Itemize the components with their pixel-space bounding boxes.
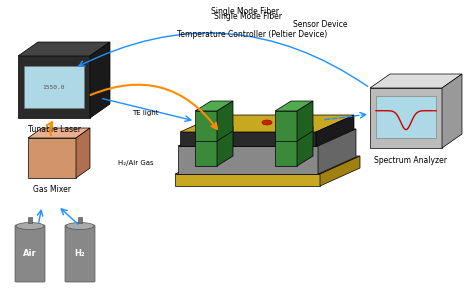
Polygon shape [275, 136, 297, 166]
Polygon shape [28, 216, 32, 223]
Polygon shape [370, 88, 442, 148]
FancyBboxPatch shape [65, 225, 95, 282]
Text: Gas Mixer: Gas Mixer [33, 185, 71, 194]
Text: Single Mode Fiber: Single Mode Fiber [211, 7, 279, 15]
Polygon shape [217, 126, 233, 166]
Text: Tunable Laser: Tunable Laser [27, 125, 81, 134]
Text: Air: Air [23, 249, 37, 258]
Text: H₂: H₂ [75, 249, 85, 258]
Polygon shape [28, 138, 76, 178]
Polygon shape [195, 101, 233, 111]
Polygon shape [180, 132, 316, 146]
Ellipse shape [66, 223, 94, 229]
Polygon shape [275, 126, 313, 136]
Polygon shape [275, 101, 313, 111]
Polygon shape [28, 128, 90, 138]
Text: Temperature Controller (Peltier Device): Temperature Controller (Peltier Device) [177, 30, 327, 38]
FancyBboxPatch shape [15, 225, 45, 282]
Polygon shape [376, 96, 436, 138]
Polygon shape [320, 156, 360, 186]
Text: H₂/Air Gas: H₂/Air Gas [118, 160, 154, 166]
Text: Single Mode Fiber: Single Mode Fiber [214, 12, 282, 20]
Polygon shape [180, 115, 354, 132]
Polygon shape [18, 42, 110, 56]
Ellipse shape [16, 223, 44, 229]
Polygon shape [217, 101, 233, 141]
Text: 1550.0: 1550.0 [43, 84, 65, 89]
Polygon shape [90, 42, 110, 118]
Ellipse shape [262, 120, 272, 125]
Polygon shape [78, 216, 82, 223]
Polygon shape [275, 111, 297, 141]
Polygon shape [195, 111, 217, 141]
Polygon shape [76, 128, 90, 178]
Polygon shape [316, 115, 354, 146]
Polygon shape [370, 74, 462, 88]
Text: Spectrum Analyzer: Spectrum Analyzer [374, 156, 447, 165]
Polygon shape [18, 56, 90, 118]
Polygon shape [297, 126, 313, 166]
Polygon shape [195, 136, 217, 166]
Text: TE light: TE light [132, 110, 158, 116]
Polygon shape [175, 174, 320, 186]
Polygon shape [318, 129, 356, 174]
Polygon shape [297, 101, 313, 141]
Polygon shape [178, 129, 356, 146]
Polygon shape [175, 156, 360, 174]
Polygon shape [24, 66, 84, 108]
Polygon shape [178, 146, 318, 174]
Polygon shape [195, 126, 233, 136]
Text: Sensor Device: Sensor Device [293, 20, 347, 28]
Polygon shape [442, 74, 462, 148]
